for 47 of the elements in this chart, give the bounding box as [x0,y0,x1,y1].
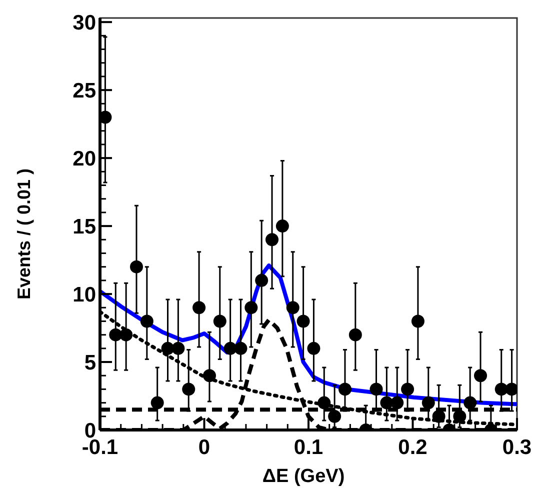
x-tick-label: 0.1 [294,436,324,459]
point [296,314,310,328]
point [286,301,300,314]
point [328,410,342,423]
point [474,369,488,382]
y-tick-label: 20 [72,147,96,170]
y-tick-label: 30 [72,11,96,34]
point [411,314,424,328]
x-tick-label: 0.3 [502,436,532,459]
point [150,396,164,410]
line-series [100,263,517,406]
point [234,342,248,355]
point [370,382,383,396]
y-tick-label: 15 [72,215,96,238]
point [453,410,466,423]
point [422,396,435,410]
point [348,328,362,342]
point [130,260,143,274]
point [120,328,133,342]
point [192,301,206,314]
point [505,382,517,396]
point [172,342,185,355]
x-tick-label: 0 [198,436,210,459]
point [390,396,404,410]
point [213,314,226,328]
point [276,220,289,233]
point [244,301,258,314]
point [100,110,112,124]
x-axis-title: ΔE (GeV) [262,466,345,487]
point [182,382,196,396]
point [202,369,216,382]
y-tick-label: 10 [72,283,96,306]
y-tick-label: 25 [72,79,96,102]
point [266,233,279,246]
y-axis-title: Events / ( 0.01 ) [14,168,34,300]
point [338,382,352,396]
point [318,396,331,410]
point [140,314,154,328]
point [432,410,446,423]
point [109,328,122,342]
x-tick-label: 0.2 [398,436,428,459]
point [401,382,414,396]
point [464,396,477,410]
point [255,274,268,287]
y-tick-label: 5 [84,351,96,374]
point [380,396,394,410]
point [307,342,320,355]
